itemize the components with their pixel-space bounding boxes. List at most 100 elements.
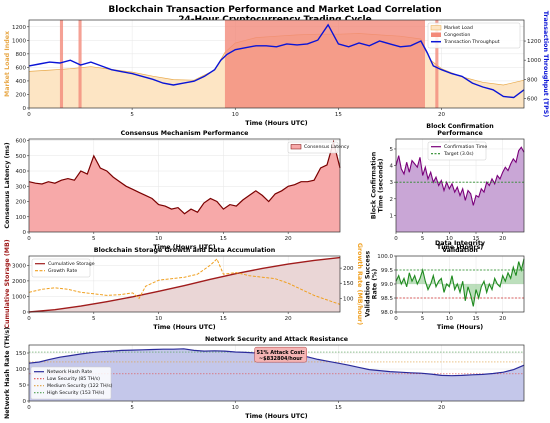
x-axis-label: Time (Hours) bbox=[437, 324, 483, 331]
legend-label: High Security (153 TH/s) bbox=[47, 390, 105, 396]
validation-line bbox=[395, 258, 525, 307]
x-tick-label: 5 bbox=[92, 236, 96, 242]
legend-label: Transaction Throughput bbox=[443, 39, 500, 45]
y-tick-label: 98.0 bbox=[381, 310, 394, 316]
axes-frame bbox=[28, 138, 341, 233]
y-tick-label: 1 bbox=[390, 213, 394, 219]
x-tick-label: 0 bbox=[27, 112, 31, 118]
axes-frame bbox=[28, 19, 525, 109]
confirm-line bbox=[395, 146, 525, 206]
legend-box bbox=[30, 366, 112, 400]
x-tick-label: 5 bbox=[130, 405, 134, 411]
subplot-title: Validation bbox=[442, 247, 478, 254]
legend-label: Market Load bbox=[444, 25, 473, 31]
attack-cost-annotation-box bbox=[254, 346, 307, 363]
x-tick-label: 10 bbox=[446, 236, 453, 242]
growth-rate-line bbox=[28, 258, 341, 305]
congestion-span bbox=[435, 20, 439, 108]
x-tick-label: 20 bbox=[438, 112, 445, 118]
y-tick-label: 400 bbox=[16, 79, 27, 85]
x-axis-label: Time (Hours) bbox=[437, 244, 483, 251]
legend-label: Cumulative Storage bbox=[48, 261, 95, 267]
y-tick-label: 4 bbox=[390, 164, 394, 170]
y-tick-label: 800 bbox=[16, 52, 27, 58]
y-tick-label: 400 bbox=[16, 169, 27, 175]
throughput-line bbox=[28, 23, 525, 99]
x-tick-label: 20 bbox=[438, 405, 445, 411]
y-tick-label: 2000 bbox=[12, 279, 26, 285]
confirm-area bbox=[396, 147, 524, 232]
x-tick-label: 0 bbox=[27, 405, 31, 411]
y-axis-label: Validation Success bbox=[365, 251, 372, 318]
y-tick-label: 99.0 bbox=[381, 282, 394, 288]
y2-tick-label: 100 bbox=[343, 296, 354, 302]
y-tick-label: 0 bbox=[23, 310, 27, 316]
legend-label: Growth Rate bbox=[48, 268, 77, 274]
x-axis-label: Time (Hours UTC) bbox=[153, 324, 216, 331]
x-tick-label: 20 bbox=[285, 236, 292, 242]
axes-frame bbox=[395, 138, 525, 233]
y-tick-label: 100.0 bbox=[377, 254, 393, 260]
legend-label: Consensus Latency bbox=[304, 144, 350, 150]
y-tick-label: 150 bbox=[16, 351, 27, 357]
legend-box bbox=[427, 141, 487, 161]
legend-swatch bbox=[290, 144, 302, 150]
y-tick-label: 3 bbox=[390, 180, 394, 186]
y-axis-label: Network Hash Rate (TH/s) bbox=[4, 327, 11, 419]
figure-title: Blockchain Transaction Performance and M… bbox=[108, 5, 441, 15]
x-tick-label: 10 bbox=[232, 405, 239, 411]
subplot-title: Blockchain Storage Growth and Data Accum… bbox=[94, 247, 275, 254]
latency-area bbox=[29, 142, 340, 232]
x-tick-label: 10 bbox=[155, 236, 162, 242]
x-tick-label: 20 bbox=[499, 316, 506, 322]
y2-axis-label: Growth Rate (MB/hour) bbox=[356, 243, 363, 325]
storage-line bbox=[28, 256, 341, 313]
y-tick-label: 50 bbox=[19, 383, 26, 389]
legend-swatch bbox=[431, 32, 441, 37]
x-tick-label: 15 bbox=[335, 112, 342, 118]
x-tick-label: 0 bbox=[394, 316, 398, 322]
axes-frame bbox=[28, 344, 525, 402]
y-tick-label: 200 bbox=[16, 200, 27, 206]
y-tick-label: 3000 bbox=[12, 263, 26, 269]
x-tick-label: 5 bbox=[421, 316, 425, 322]
y-axis-label: Cumulative Storage (MB) bbox=[4, 239, 11, 328]
y2-axis-label: Transaction Throughput (TPS) bbox=[542, 11, 549, 118]
y-tick-label: 1200 bbox=[12, 25, 26, 31]
y-tick-label: 98.5 bbox=[381, 296, 394, 302]
legend-swatch bbox=[430, 25, 442, 31]
y-tick-label: 500 bbox=[16, 154, 27, 160]
x-axis-label: Time (Hours UTC) bbox=[245, 413, 308, 420]
subplot-title: Network Security and Attack Resistance bbox=[205, 336, 348, 343]
legend-label: Confirmation Time bbox=[444, 144, 487, 150]
y2-tick-label: 600 bbox=[527, 96, 538, 102]
x-axis-label: Time (Hours UTC) bbox=[245, 120, 308, 127]
x-axis-label: Time (Hours UTC) bbox=[153, 244, 216, 251]
subplot-title: Block Confirmation bbox=[426, 123, 493, 130]
x-tick-label: 10 bbox=[155, 316, 162, 322]
y-tick-label: 100 bbox=[16, 367, 27, 373]
y2-tick-label: 1200 bbox=[527, 39, 541, 45]
y-axis-label: Time (seconds) bbox=[378, 158, 385, 212]
y-tick-label: 5 bbox=[390, 147, 394, 153]
x-tick-label: 15 bbox=[473, 236, 480, 242]
y-axis-label: Block Confirmation bbox=[371, 152, 378, 219]
x-tick-label: 20 bbox=[285, 316, 292, 322]
x-tick-label: 15 bbox=[335, 405, 342, 411]
legend-label: Low Security (85 TH/s) bbox=[47, 376, 100, 382]
legend-label: Target (3.0s) bbox=[443, 151, 474, 157]
x-tick-label: 0 bbox=[27, 316, 31, 322]
congestion-span bbox=[224, 20, 425, 108]
x-tick-label: 15 bbox=[473, 316, 480, 322]
subplot-title: Consensus Mechanism Performance bbox=[121, 130, 249, 137]
y2-tick-label: 200 bbox=[343, 266, 354, 272]
latency-line bbox=[28, 139, 341, 215]
y-tick-label: 2 bbox=[390, 197, 394, 203]
y-tick-label: 99.5 bbox=[381, 268, 394, 274]
y-tick-label: 1000 bbox=[12, 38, 26, 44]
y2-tick-label: 800 bbox=[527, 77, 538, 83]
axes-frame bbox=[28, 255, 341, 313]
x-tick-label: 5 bbox=[92, 316, 96, 322]
y-tick-label: 0 bbox=[23, 230, 27, 236]
